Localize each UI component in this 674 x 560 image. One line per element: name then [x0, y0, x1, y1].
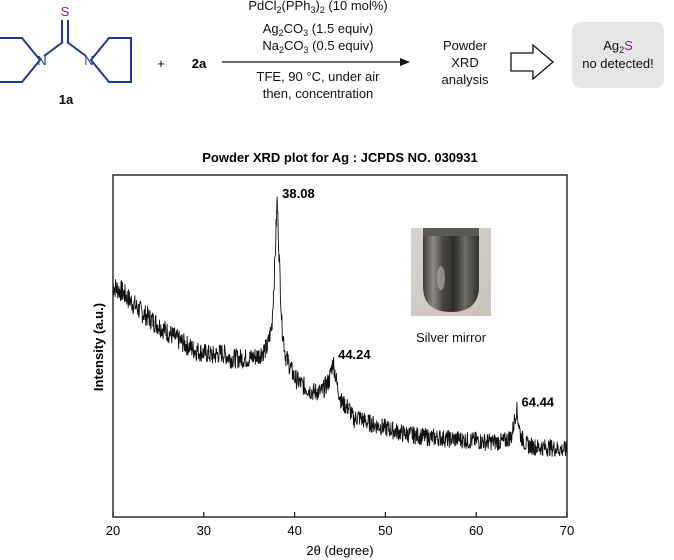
result-box: Ag2S no detected! [572, 22, 664, 88]
x-tick-label: 50 [378, 523, 392, 538]
result-not-detected: no detected! [582, 56, 654, 71]
peak-label: 64.44 [522, 395, 555, 410]
x-tick-label: 20 [106, 523, 120, 538]
condition-solvent-temp: TFE, 90 °C, under air [256, 69, 380, 84]
peak-label: 44.24 [338, 347, 371, 362]
chart-title: Powder XRD plot for Ag : JCPDS NO. 03093… [202, 150, 477, 165]
x-tick-label: 60 [469, 523, 483, 538]
right-piperidine-ring [89, 37, 132, 83]
result-ag2s: Ag2S [603, 38, 633, 55]
x-tick-label: 40 [287, 523, 301, 538]
reaction-arrow-head [400, 58, 410, 66]
xrd-trace [112, 196, 568, 457]
hollow-arrow [510, 43, 555, 81]
condition-catalyst: PdCl2(PPh3)2 (10 mol%) [248, 0, 388, 15]
plot-frame [112, 174, 568, 518]
nitrogen-atom-right: N [84, 53, 93, 68]
peak-label: 38.08 [282, 186, 315, 201]
left-piperidine-ring [0, 37, 42, 83]
reaction-scheme: S N N 1a + 2a [0, 4, 555, 107]
condition-workup: then, concentration [262, 86, 374, 101]
x-tick-label: 70 [560, 523, 574, 538]
bond-n-c-left [43, 41, 64, 57]
nitrogen-atom-left: N [37, 53, 46, 68]
plus-sign: + [157, 56, 165, 71]
bond-c-n-right [66, 41, 87, 57]
sulfur-atom: S [61, 4, 70, 19]
x-axis-label: 2θ (degree) [306, 543, 373, 558]
condition-base: Na2CO3 (0.5 equiv) [262, 38, 374, 55]
y-axis-label: Intensity (a.u.) [91, 303, 106, 391]
condition-oxidant: Ag2CO3 (1.5 equiv) [262, 21, 374, 38]
silver-mirror-photo [411, 228, 491, 316]
compound-label-2a: 2a [192, 56, 207, 71]
analysis-line-3: analysis [441, 72, 489, 87]
analysis-line-2: XRD [451, 55, 479, 70]
silver-mirror-label: Silver mirror [415, 330, 487, 345]
x-tick-label: 30 [197, 523, 211, 538]
compound-label-1a: 1a [59, 92, 74, 107]
analysis-line-1: Powder [442, 38, 488, 53]
